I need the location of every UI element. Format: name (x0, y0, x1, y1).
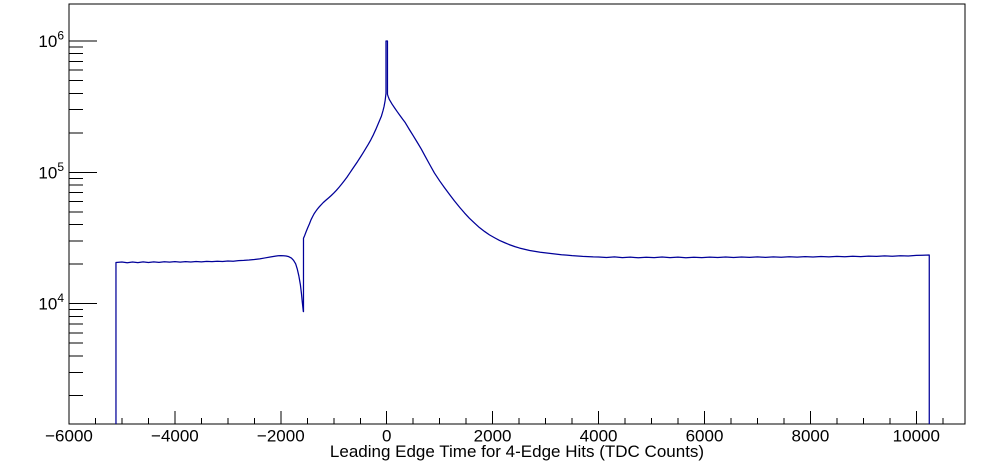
plot-frame (68, 3, 966, 425)
x-tick-label: 4000 (580, 427, 618, 446)
y-tick-label: 105 (38, 160, 64, 183)
x-tick-label: 0 (382, 427, 391, 446)
x-tick-label: 10000 (893, 427, 940, 446)
x-axis-ticks (68, 411, 944, 424)
x-tick-label: 2000 (474, 427, 512, 446)
y-axis-ticks (69, 40, 97, 396)
x-tick-label: 6000 (686, 427, 724, 446)
x-axis-title: Leading Edge Time for 4-Edge Hits (TDC C… (330, 442, 704, 461)
x-axis-tick-labels: −6000 −4000 −2000 0 2000 4000 6000 8000 10000 (45, 427, 940, 446)
y-tick-label: 106 (38, 29, 64, 52)
y-tick-label: 104 (38, 291, 64, 314)
y-axis-tick-labels: 104 105 106 (38, 29, 64, 314)
histogram-line (115, 40, 930, 424)
x-tick-label: −2000 (257, 427, 305, 446)
x-tick-label: −4000 (151, 427, 199, 446)
x-tick-label: −6000 (45, 427, 93, 446)
x-tick-label: 8000 (791, 427, 829, 446)
